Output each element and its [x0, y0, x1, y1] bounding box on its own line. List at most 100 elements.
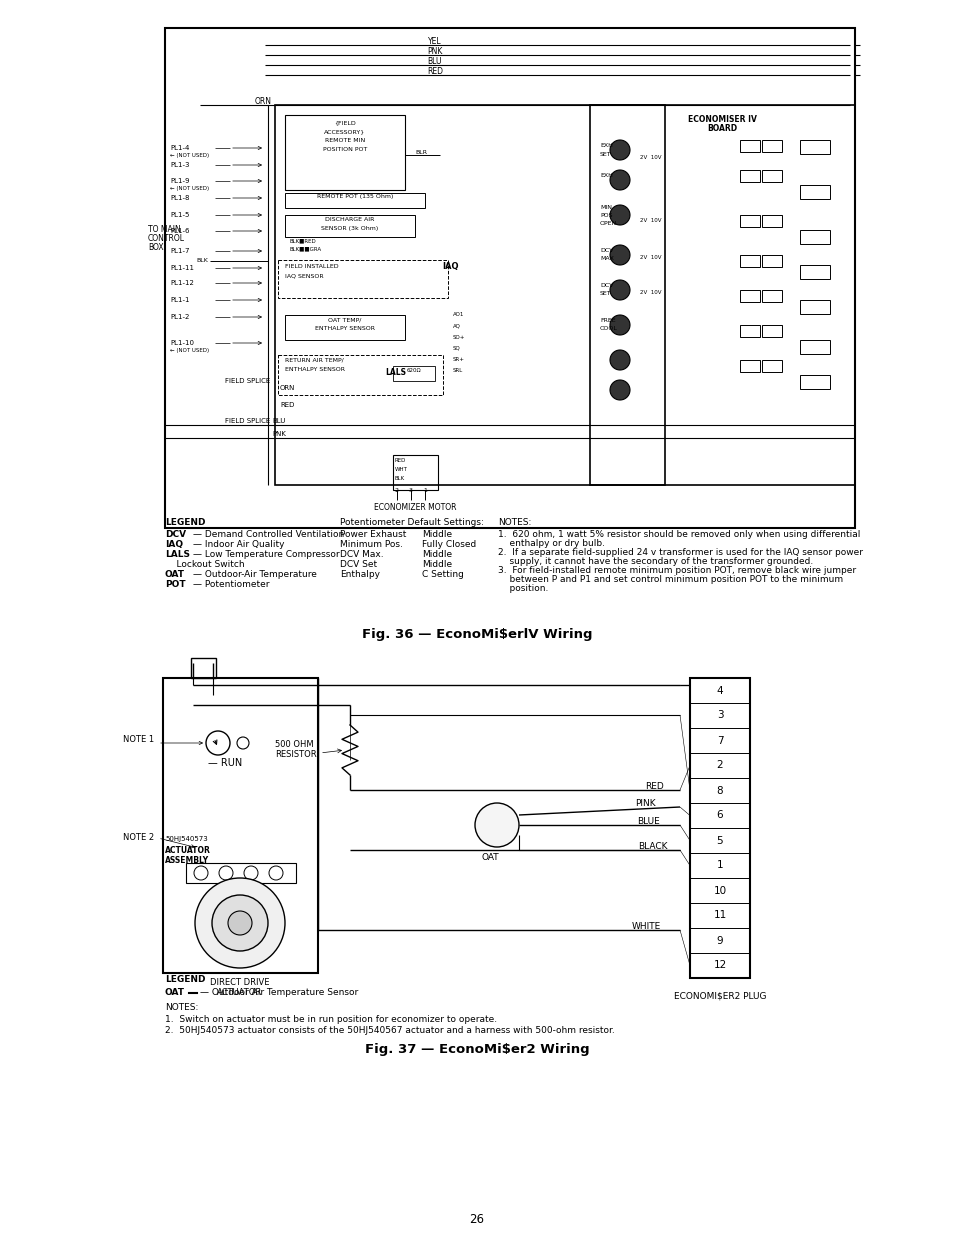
Bar	[277, 354, 442, 395]
Text: 8: 8	[716, 785, 722, 795]
Text: BLK■■GRA: BLK■■GRA	[290, 246, 322, 251]
Bar	[740, 290, 760, 303]
Text: 12: 12	[713, 961, 726, 971]
Text: ECONOMIZER MOTOR: ECONOMIZER MOTOR	[374, 503, 456, 513]
Text: REMOTE POT (135 Ohm): REMOTE POT (135 Ohm)	[316, 194, 393, 199]
Text: ORN: ORN	[280, 385, 295, 391]
Text: ORN: ORN	[254, 98, 272, 106]
Text: OPEN: OPEN	[599, 221, 617, 226]
Bar	[800, 300, 829, 314]
Text: POT: POT	[165, 580, 186, 589]
Text: 620Ω: 620Ω	[406, 368, 421, 373]
Text: LEGEND: LEGEND	[165, 517, 205, 527]
Text: FIELD SPLICE: FIELD SPLICE	[225, 417, 270, 424]
Text: POSITION POT: POSITION POT	[322, 147, 367, 152]
Bar	[689, 678, 749, 978]
Text: SRL: SRL	[453, 368, 463, 373]
Text: PL1-3: PL1-3	[170, 162, 190, 168]
Text: YEL: YEL	[428, 37, 441, 46]
Text: ACCESSORY}: ACCESSORY}	[324, 128, 365, 135]
Text: 2V  10V: 2V 10V	[639, 156, 660, 161]
Circle shape	[609, 140, 629, 161]
Bar	[761, 359, 781, 372]
Bar	[800, 375, 829, 389]
Text: {FIELD: {FIELD	[334, 120, 355, 125]
Text: CONTROL: CONTROL	[148, 233, 185, 243]
Text: 10: 10	[713, 885, 726, 895]
Text: NOTE 1: NOTE 1	[123, 735, 154, 743]
Text: 7: 7	[716, 736, 722, 746]
Text: ← (NOT USED): ← (NOT USED)	[170, 186, 209, 191]
Text: PL1-9: PL1-9	[170, 178, 190, 184]
Bar	[165, 28, 854, 529]
Text: OAT: OAT	[165, 988, 185, 997]
Text: 4: 4	[716, 685, 722, 695]
Text: REMOTE MIN: REMOTE MIN	[325, 138, 365, 143]
Circle shape	[219, 866, 233, 881]
Text: EXH: EXH	[599, 173, 612, 178]
Bar	[186, 863, 295, 883]
Bar	[800, 266, 829, 279]
Text: PL1-2: PL1-2	[170, 314, 190, 320]
Text: PL1-6: PL1-6	[170, 228, 190, 233]
Text: RED: RED	[395, 458, 406, 463]
Bar	[800, 230, 829, 245]
Bar	[191, 658, 215, 678]
Text: PNK: PNK	[427, 47, 442, 56]
Bar	[740, 359, 760, 372]
Text: RESISTOR: RESISTOR	[274, 750, 316, 760]
Text: ASSEMBLY: ASSEMBLY	[165, 856, 209, 864]
Text: 26: 26	[469, 1213, 484, 1226]
Text: Power Exhaust: Power Exhaust	[339, 530, 406, 538]
Text: C Setting: C Setting	[421, 571, 463, 579]
Text: PL1-5: PL1-5	[170, 212, 190, 219]
Text: PL1-12: PL1-12	[170, 280, 193, 287]
Text: IAQ: IAQ	[441, 262, 458, 270]
Circle shape	[609, 205, 629, 225]
Text: 1: 1	[716, 861, 722, 871]
Text: IAQ SENSOR: IAQ SENSOR	[285, 273, 323, 278]
Text: LALS: LALS	[165, 550, 190, 559]
Text: position.: position.	[497, 584, 548, 593]
Bar	[740, 325, 760, 337]
Circle shape	[193, 866, 208, 881]
Bar	[277, 261, 448, 298]
Text: WHITE: WHITE	[631, 923, 660, 931]
Bar	[393, 454, 437, 490]
Bar	[285, 193, 424, 207]
Bar	[740, 170, 760, 182]
Text: 500 OHM: 500 OHM	[274, 740, 314, 748]
Text: ENTHALPY SENSOR: ENTHALPY SENSOR	[285, 367, 345, 372]
Text: 2.  50HJ540573 actuator consists of the 50HJ540567 actuator and a harness with 5: 2. 50HJ540573 actuator consists of the 5…	[165, 1026, 614, 1035]
Text: 1: 1	[422, 488, 427, 493]
Text: BLACK: BLACK	[638, 842, 667, 851]
Bar	[285, 215, 415, 237]
Circle shape	[236, 737, 249, 748]
Text: AO1: AO1	[453, 312, 464, 317]
Text: BOX: BOX	[148, 243, 164, 252]
Text: NOTES:: NOTES:	[497, 517, 531, 527]
Text: DCV: DCV	[165, 530, 186, 538]
Text: OAT: OAT	[481, 853, 499, 862]
Text: MAX: MAX	[599, 256, 613, 261]
Text: FIELD SPLICE: FIELD SPLICE	[225, 378, 270, 384]
Text: 50HJ540573: 50HJ540573	[165, 836, 208, 842]
Text: ECONOMISER IV: ECONOMISER IV	[687, 115, 756, 124]
Circle shape	[269, 866, 283, 881]
Text: 2V  10V: 2V 10V	[639, 254, 660, 261]
Text: NOTE 2: NOTE 2	[123, 832, 154, 842]
Text: BLU: BLU	[272, 417, 285, 424]
Text: 1.  620 ohm, 1 watt 5% resistor should be removed only when using differential: 1. 620 ohm, 1 watt 5% resistor should be…	[497, 530, 860, 538]
Text: ACTUATOR: ACTUATOR	[217, 988, 262, 997]
Text: ← (NOT USED): ← (NOT USED)	[170, 348, 209, 353]
Text: BOARD: BOARD	[706, 124, 737, 133]
Text: — Low Temperature Compressor: — Low Temperature Compressor	[193, 550, 339, 559]
Text: SENSOR (3k Ohm): SENSOR (3k Ohm)	[321, 226, 378, 231]
Circle shape	[609, 315, 629, 335]
Circle shape	[244, 866, 257, 881]
Bar	[800, 140, 829, 154]
Text: LALS: LALS	[385, 368, 406, 377]
Text: 2: 2	[395, 488, 398, 493]
Text: 2: 2	[716, 761, 722, 771]
Text: OAT: OAT	[165, 571, 185, 579]
